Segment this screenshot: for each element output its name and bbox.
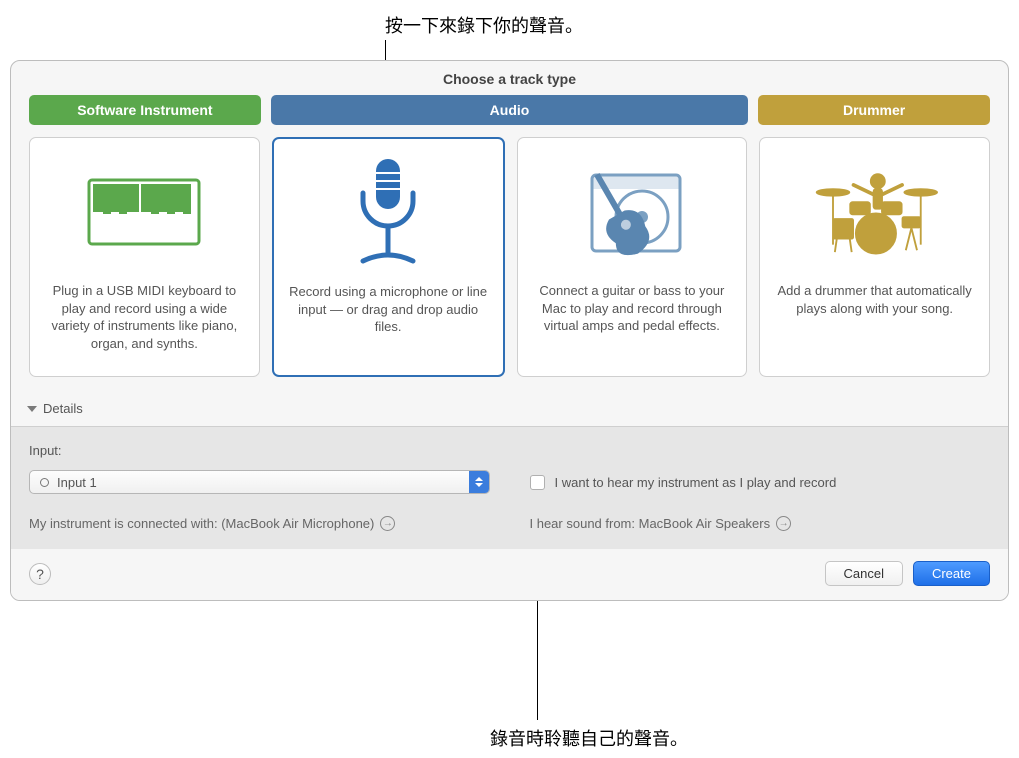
card-microphone[interactable]: Record using a microphone or line input … — [272, 137, 505, 377]
details-label: Details — [43, 401, 83, 416]
help-button[interactable]: ? — [29, 563, 51, 585]
card-mic-desc: Record using a microphone or line input … — [286, 283, 491, 336]
output-device-text: I hear sound from: MacBook Air Speakers — [530, 516, 771, 531]
arrow-right-icon: → — [380, 516, 395, 531]
output-device-link[interactable]: I hear sound from: MacBook Air Speakers … — [530, 516, 991, 531]
category-software-instrument: Software Instrument — [29, 95, 261, 125]
monitoring-label: I want to hear my instrument as I play a… — [555, 475, 837, 490]
callout-top-text: 按一下來錄下你的聲音。 — [385, 12, 583, 38]
card-guitar-desc: Connect a guitar or bass to your Mac to … — [530, 282, 735, 335]
track-type-cards: Plug in a USB MIDI keyboard to play and … — [11, 125, 1008, 395]
category-tabs: Software Instrument Audio Drummer — [11, 95, 1008, 125]
input-select[interactable]: Input 1 — [29, 470, 490, 494]
category-drummer: Drummer — [758, 95, 990, 125]
drummer-icon — [805, 152, 945, 272]
input-device-link[interactable]: My instrument is connected with: (MacBoo… — [29, 516, 490, 531]
card-drummer[interactable]: Add a drummer that automatically plays a… — [759, 137, 990, 377]
chevron-down-icon — [27, 406, 37, 412]
details-disclosure[interactable]: Details — [11, 395, 1008, 426]
card-software-desc: Plug in a USB MIDI keyboard to play and … — [42, 282, 247, 352]
card-drummer-desc: Add a drummer that automatically plays a… — [772, 282, 977, 317]
input-device-text: My instrument is connected with: (MacBoo… — [29, 516, 374, 531]
card-guitar[interactable]: Connect a guitar or bass to your Mac to … — [517, 137, 748, 377]
input-channel-icon — [40, 478, 49, 487]
keyboard-icon — [74, 152, 214, 272]
dialog-footer: ? Cancel Create — [11, 549, 1008, 600]
arrow-right-icon: → — [776, 516, 791, 531]
create-button[interactable]: Create — [913, 561, 990, 586]
input-select-value: Input 1 — [57, 475, 97, 490]
select-stepper-icon[interactable] — [469, 471, 489, 493]
category-audio: Audio — [271, 95, 748, 125]
microphone-icon — [318, 153, 458, 273]
details-panel: Input: Input 1 I want to hear my instrum… — [11, 426, 1008, 549]
card-software-instrument[interactable]: Plug in a USB MIDI keyboard to play and … — [29, 137, 260, 377]
cancel-button[interactable]: Cancel — [825, 561, 903, 586]
monitoring-checkbox[interactable] — [530, 475, 545, 490]
callout-bottom-text: 錄音時聆聽自己的聲音。 — [490, 725, 688, 751]
guitar-amp-icon — [562, 152, 702, 272]
monitoring-checkbox-row[interactable]: I want to hear my instrument as I play a… — [530, 470, 991, 494]
dialog-title: Choose a track type — [11, 61, 1008, 95]
input-label: Input: — [29, 443, 490, 458]
new-track-dialog: Choose a track type Software Instrument … — [10, 60, 1009, 601]
